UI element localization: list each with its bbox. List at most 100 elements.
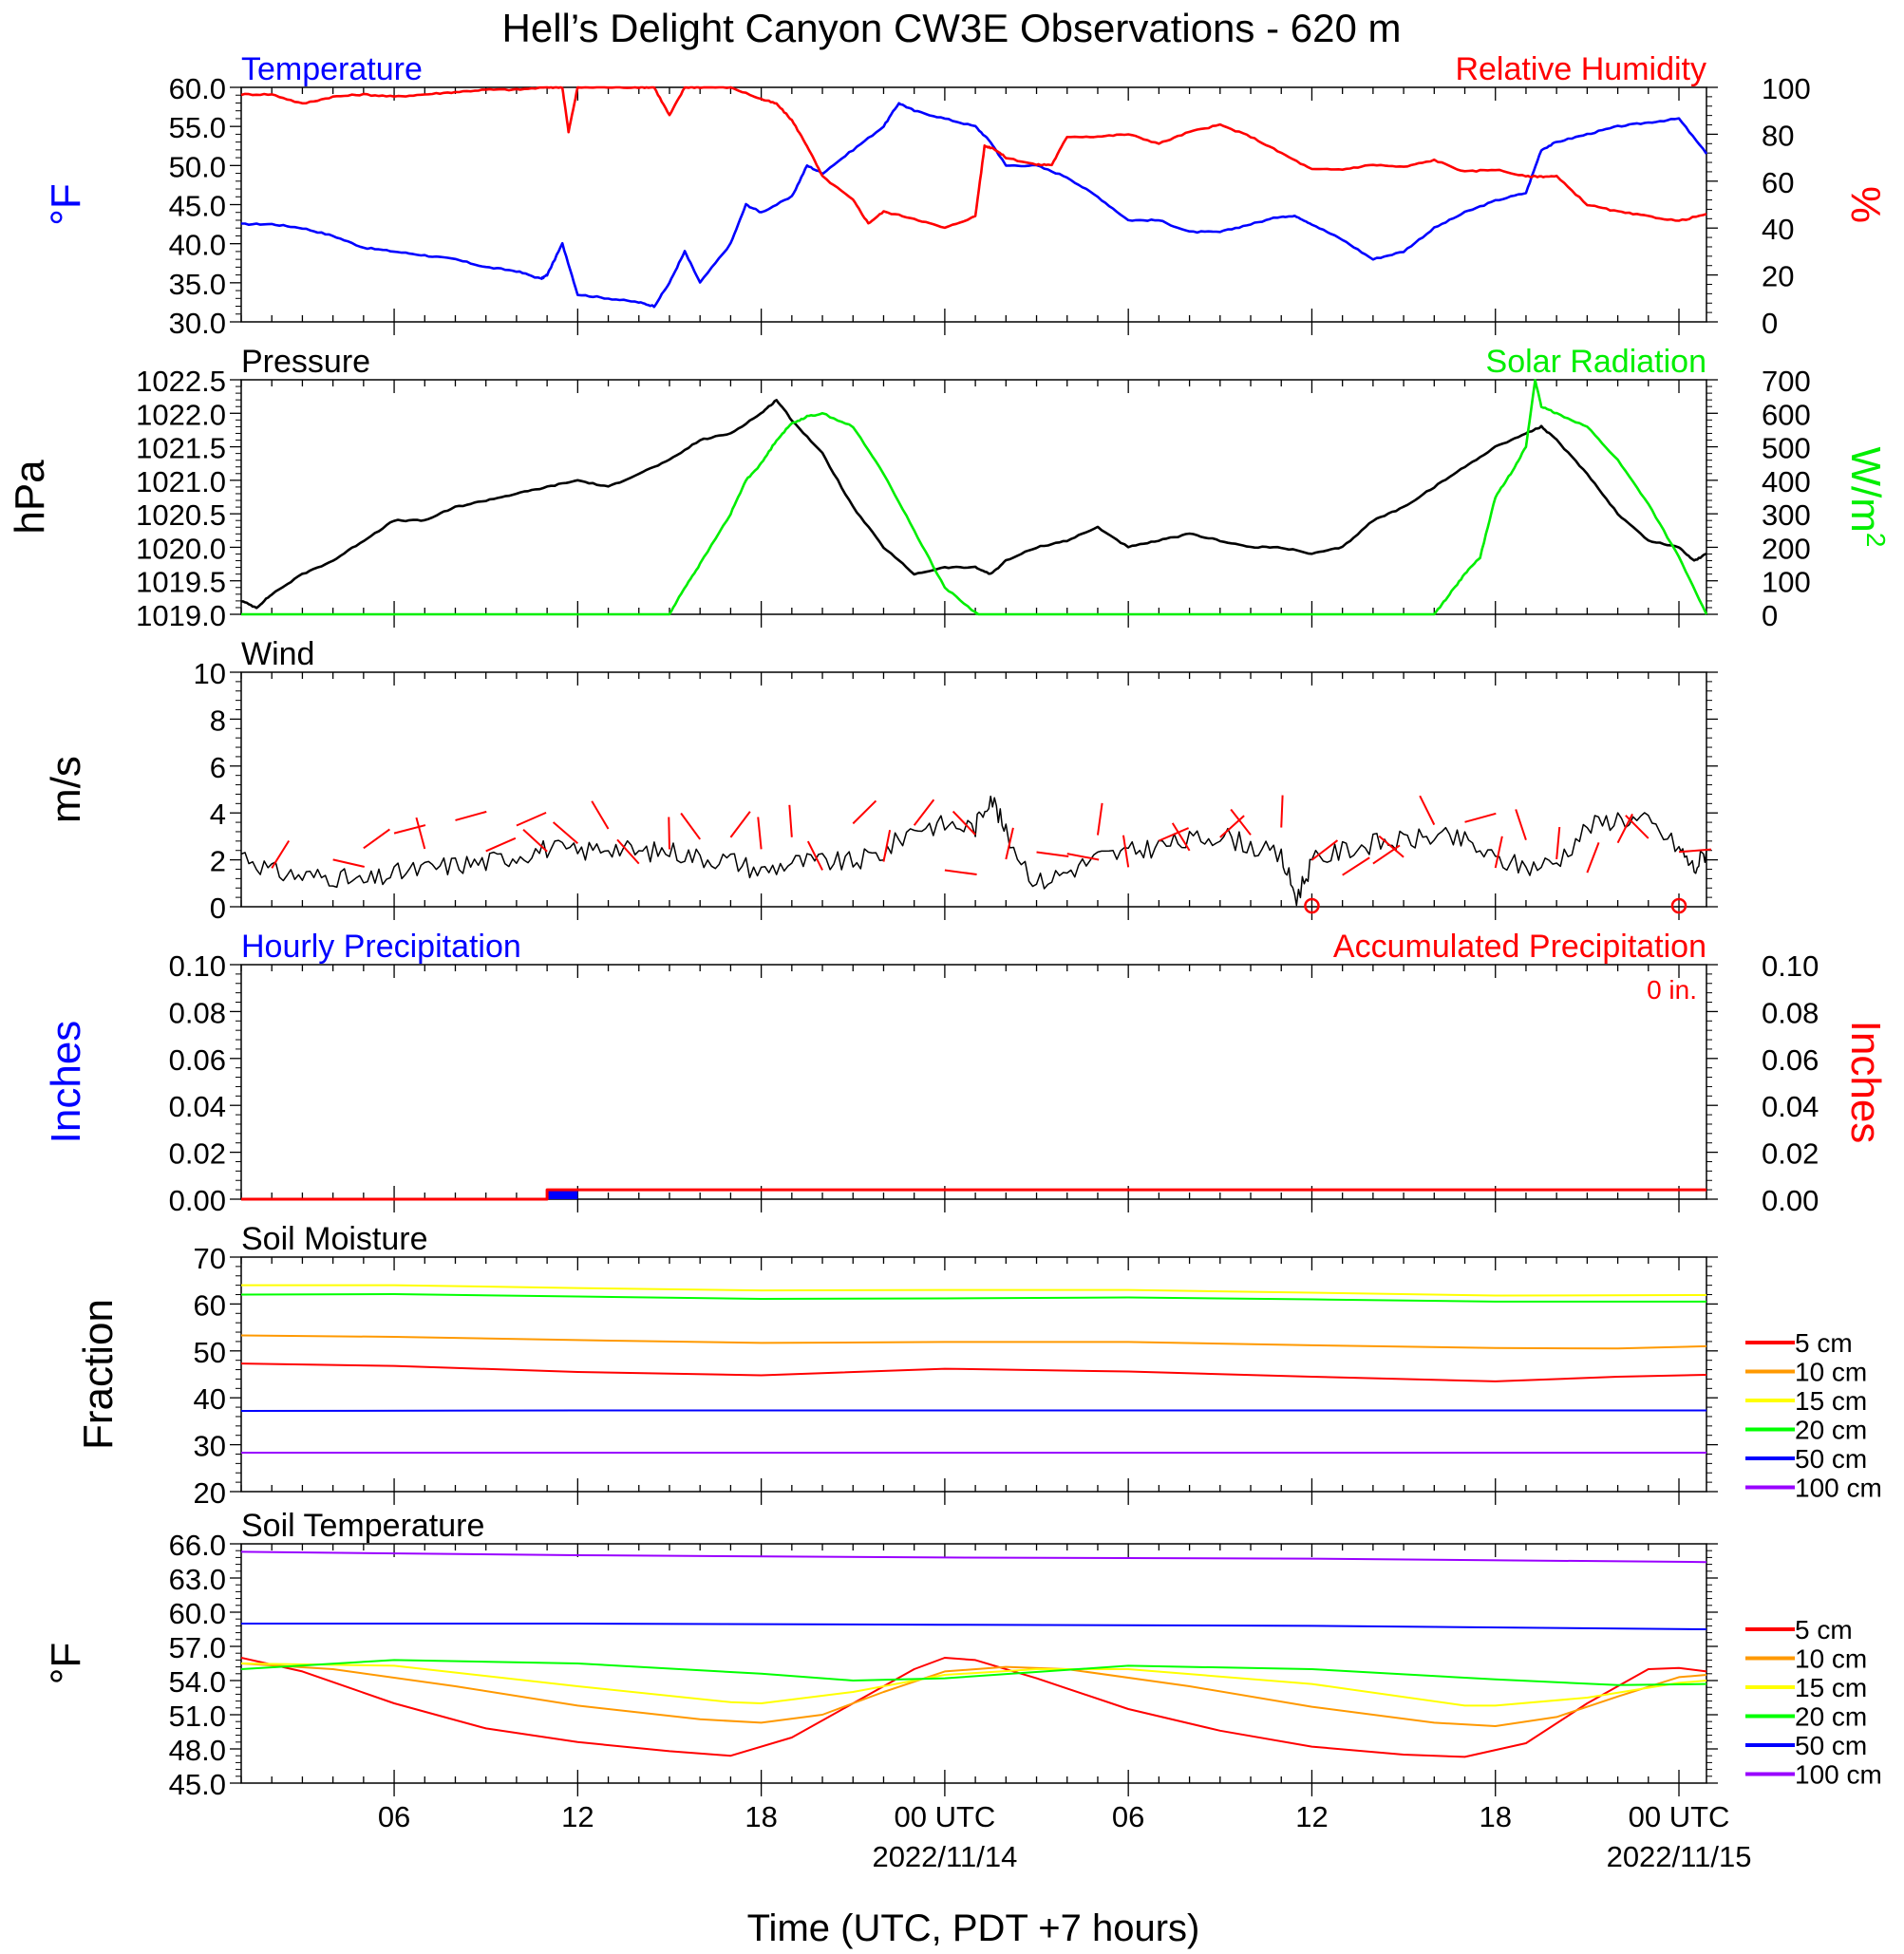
y-tick-label-right: 100 [1762,566,1811,599]
y-tick-label: 66.0 [169,1529,226,1562]
hourly-precip-bar [547,1190,578,1199]
y-tick-label: 57.0 [169,1631,226,1664]
y-tick-label: 1020.5 [136,498,226,532]
x-tick-label: 06 [378,1800,410,1833]
y-tick-label: 70 [194,1242,226,1275]
y-tick-label: 0.00 [169,1184,226,1217]
y-tick-label: 1022.5 [136,365,226,398]
soil_temp-ylabel: °F [43,1643,89,1684]
wind-barb [1219,815,1245,838]
y-tick-label: 0.02 [169,1137,226,1171]
wind-barb [913,799,935,826]
precip-frame [240,964,1707,1200]
y-tick-label-right: 700 [1762,365,1811,398]
precip-ylabel-right: Inches [1842,1021,1889,1144]
y-tick-label: 1021.5 [136,432,226,465]
wind-barb [882,830,892,862]
legend-label: 15 cm [1795,1673,1867,1702]
y-tick-label: 8 [210,704,226,737]
soil_temp-series-10cm [240,1663,1707,1727]
temp_rh-ylabel: °F [43,183,89,225]
y-tick-label-right: 200 [1762,532,1811,565]
legend-label: 10 cm [1795,1358,1867,1387]
wind-barb [1066,853,1100,861]
y-tick-label: 48.0 [169,1734,226,1767]
wind-barb [1310,839,1339,861]
soil_temp-series-20cm [240,1659,1707,1686]
y-tick-label: 0 [210,892,226,925]
x-tick-label: 00 UTC [894,1800,995,1833]
temp_rh-left-title: Temperature [241,51,423,87]
wind-barb [1036,851,1069,858]
legend-label: 50 cm [1795,1444,1867,1474]
y-tick-label: 1019.0 [136,599,226,632]
y-tick-label-right: 0.10 [1762,949,1819,983]
legend-label: 10 cm [1795,1644,1867,1674]
panel-soil_moisture: 20 30 40 50 60 70 Soil Moisture Fraction 5 cm10 … [75,1221,1882,1510]
y-tick-label: 30 [194,1430,226,1463]
pressure_solar-ylabel-right: W/m2 [1842,447,1891,548]
x-tick-label: 06 [1112,1800,1144,1833]
y-tick-label: 1021.0 [136,465,226,498]
y-tick-label: 50 [194,1336,226,1369]
y-tick-label: 63.0 [169,1563,226,1596]
wind-barb [1342,856,1370,876]
y-tick-label: 45.0 [169,190,226,223]
y-tick-label-right: 0.04 [1762,1090,1819,1123]
x-axis-label: Time (UTC, PDT +7 hours) [747,1907,1200,1949]
temp_rh-ylabel-right: % [1842,186,1889,223]
wind-barb [1122,835,1130,868]
wind-barb [806,840,823,871]
soil_moisture-series-10cm [240,1334,1707,1350]
y-tick-label-right: 80 [1762,119,1794,152]
y-tick-label: 0.08 [169,996,226,1029]
pressure_solar-series-green [241,378,1708,616]
legend-label: 15 cm [1795,1386,1867,1416]
y-tick-label-right: 100 [1762,72,1811,105]
y-tick-label: 35.0 [169,268,226,301]
soil_moisture-frame [240,1256,1707,1493]
pressure_solar-frame [240,379,1707,615]
wind-barb [1678,848,1711,854]
wind-barb [1555,826,1561,860]
y-tick-label-right: 40 [1762,213,1794,246]
legend-label: 5 cm [1795,1615,1853,1644]
figure-title: Hell’s Delight Canyon CW3E Observations … [502,6,1402,50]
y-tick-label-right: 60 [1762,166,1794,199]
soil_temp-series-100cm [240,1550,1707,1564]
y-tick-label: 4 [210,798,226,831]
y-tick-label-right: 600 [1762,398,1811,431]
legend-label: 20 cm [1795,1416,1867,1445]
wind-left-title: Wind [241,636,314,672]
y-tick-label-right: 300 [1762,498,1811,532]
wind-barb [522,829,548,853]
y-tick-label-right: 0.02 [1762,1137,1819,1171]
wind-barb [1616,813,1633,844]
wind-frame [240,671,1707,908]
y-tick-label-right: 500 [1762,432,1811,465]
y-tick-label: 60.0 [169,1597,226,1630]
y-tick-label: 55.0 [169,111,226,144]
panels-group: 30.035.040.045.050.055.060.0020406080100… [7,51,1891,1873]
wind-barb [680,812,702,840]
y-tick-label-right: 0.06 [1762,1043,1819,1077]
y-tick-label: 1020.0 [136,532,226,565]
wind-ylabel: m/s [43,756,89,823]
wind-barb [1625,815,1650,839]
calm-marker [1304,897,1320,914]
wind-barb [485,836,517,853]
panel-pressure_solar: 1019.01019.51020.01020.51021.01021.51022… [7,344,1891,632]
soil_temp-series-15cm [240,1663,1707,1707]
pressure_solar-left-title: Pressure [241,344,370,380]
wind-barb [1096,802,1103,836]
legend-label: 20 cm [1795,1702,1867,1732]
wind-barb [332,858,366,868]
wind-barb [952,810,976,836]
y-tick-label-right: 400 [1762,465,1811,498]
wind-barb [552,821,578,845]
wind-barb [591,800,610,830]
calm-marker [1670,897,1687,914]
x-tick-label: 12 [1295,1800,1328,1833]
wind-barb [363,828,390,850]
